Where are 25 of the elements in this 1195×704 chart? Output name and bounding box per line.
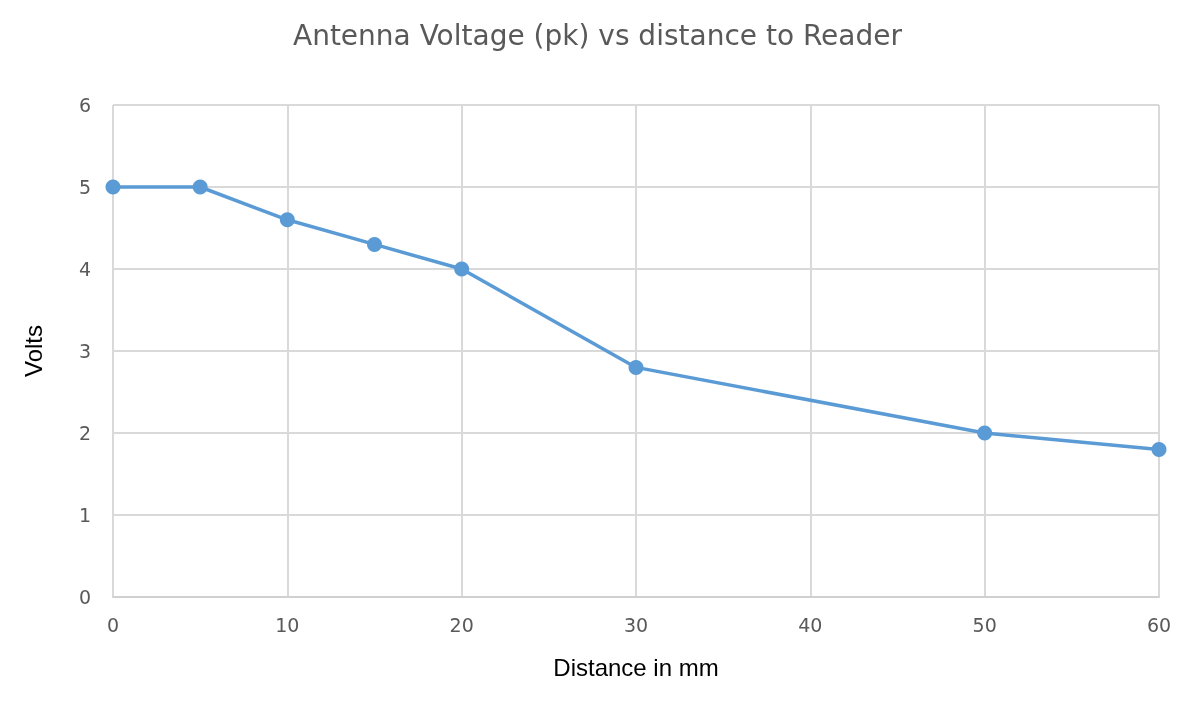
point bbox=[454, 261, 470, 277]
y-tick-label: 3 bbox=[78, 340, 91, 362]
y-tick-label: 1 bbox=[78, 504, 91, 526]
point bbox=[367, 236, 382, 252]
y-tick-label: 0 bbox=[78, 586, 91, 608]
x-tick-label: 10 bbox=[275, 613, 300, 636]
y-tick-label: 4 bbox=[78, 258, 91, 280]
y-tick-label: 2 bbox=[78, 422, 91, 444]
y-tick-label: 6 bbox=[78, 94, 91, 116]
x-tick-label: 30 bbox=[623, 613, 649, 636]
point bbox=[105, 179, 121, 195]
x-tick-label: 50 bbox=[972, 613, 997, 636]
point bbox=[279, 212, 295, 228]
x-axis-title: Distance in mm bbox=[553, 653, 719, 681]
x-tick-label: 20 bbox=[449, 613, 474, 636]
point bbox=[1151, 441, 1167, 457]
x-tick-label: 60 bbox=[1146, 613, 1172, 636]
point bbox=[192, 179, 208, 195]
x-tick-label: 40 bbox=[798, 613, 823, 636]
x-tick-label: 0 bbox=[106, 613, 120, 636]
y-axis-title: Volts bbox=[19, 324, 47, 378]
chart-title: Antenna Voltage (pk) vs distance to Reader bbox=[292, 18, 903, 52]
point bbox=[628, 359, 644, 375]
y-tick-label: 5 bbox=[78, 176, 91, 198]
point bbox=[977, 425, 993, 441]
